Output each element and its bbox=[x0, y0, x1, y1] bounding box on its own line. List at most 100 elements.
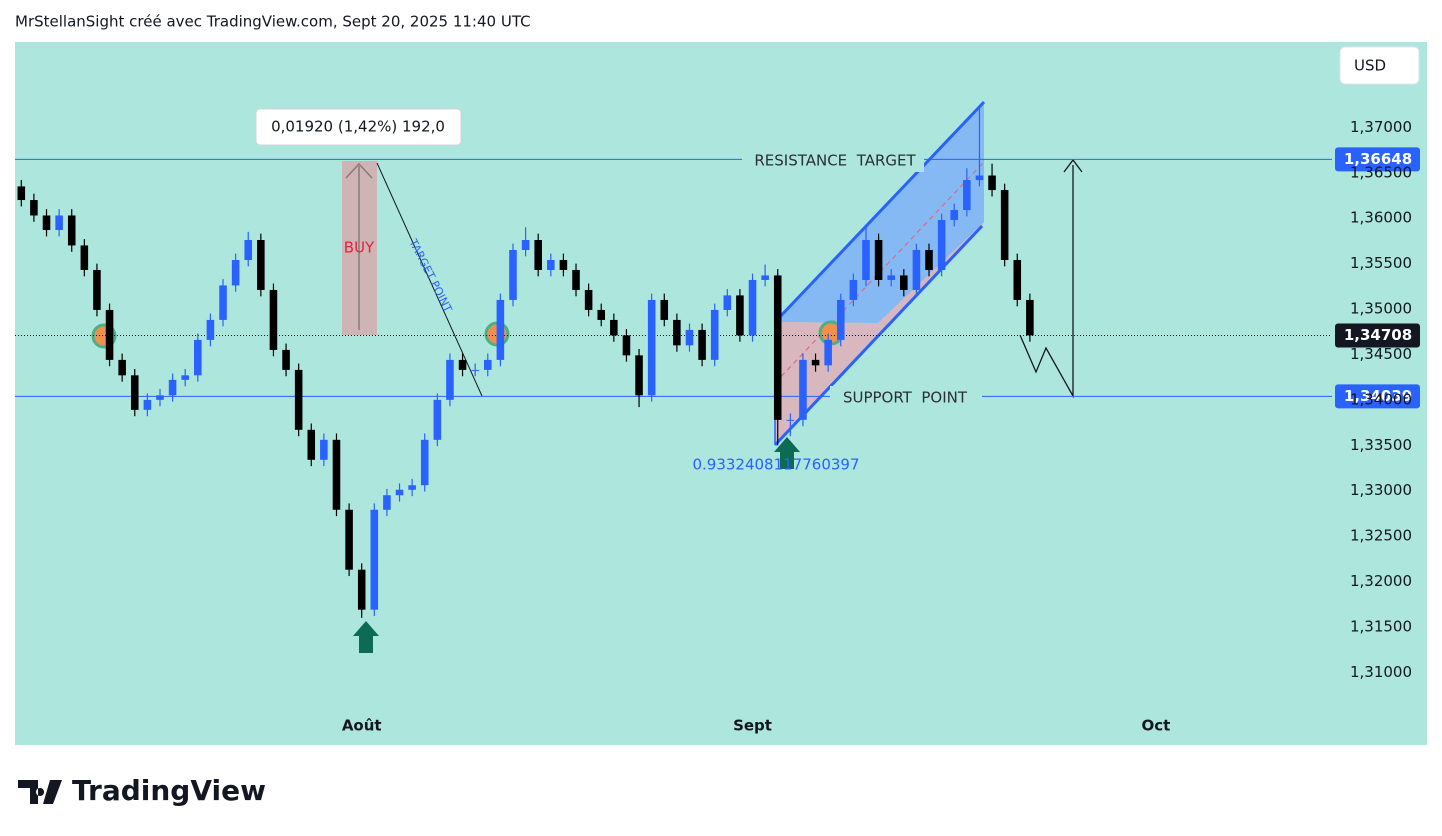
candle-body bbox=[1026, 299, 1034, 336]
candle-body bbox=[420, 439, 429, 486]
channel-mid bbox=[774, 162, 984, 384]
candle-body bbox=[723, 295, 732, 310]
candle-body bbox=[282, 349, 290, 370]
candle-body bbox=[622, 335, 631, 356]
candle-body bbox=[862, 240, 870, 280]
candle-body bbox=[105, 309, 114, 360]
y-tick-label: 1,33500 bbox=[1350, 436, 1412, 454]
candle-body bbox=[912, 249, 921, 290]
y-tick-label: 1,31500 bbox=[1350, 617, 1412, 635]
candle-body bbox=[874, 240, 883, 280]
candle-body bbox=[231, 259, 240, 286]
candle-body bbox=[786, 419, 795, 421]
candle-body bbox=[130, 375, 139, 410]
y-tick-label: 1,35000 bbox=[1350, 300, 1412, 318]
candle-body bbox=[660, 299, 669, 320]
fib-label: 0.9332408117760397 bbox=[692, 456, 859, 474]
resistance-label: RESISTANCE TARGET bbox=[754, 152, 916, 170]
candle-body bbox=[433, 399, 442, 440]
x-tick-label: Oct bbox=[1142, 717, 1171, 735]
candle-body bbox=[446, 359, 454, 400]
candle-body bbox=[610, 319, 618, 336]
candle-body bbox=[950, 210, 959, 221]
y-tick-label: 1,36000 bbox=[1350, 209, 1412, 227]
candle-body bbox=[370, 509, 379, 610]
candle-body bbox=[307, 429, 316, 460]
up-arrow bbox=[774, 437, 800, 469]
candle-body bbox=[597, 309, 606, 320]
y-tick-label: 1,33000 bbox=[1350, 481, 1412, 499]
candle-body bbox=[900, 275, 908, 290]
candle-body bbox=[219, 285, 227, 320]
y-tick-label: 1,32000 bbox=[1350, 572, 1412, 590]
levels bbox=[15, 158, 1332, 397]
candle-body bbox=[534, 240, 542, 270]
label-bg bbox=[742, 150, 924, 172]
y-tick-label: 1,31000 bbox=[1350, 663, 1412, 681]
currency-button[interactable] bbox=[1339, 46, 1420, 85]
candle-body bbox=[496, 299, 505, 360]
candle-body bbox=[584, 289, 593, 310]
candle-body bbox=[80, 245, 89, 270]
candle-body bbox=[471, 369, 479, 371]
up-arrow bbox=[353, 621, 379, 653]
target-line bbox=[376, 162, 483, 397]
candle-body bbox=[988, 175, 996, 191]
candle-body bbox=[143, 399, 152, 410]
currency: USD bbox=[1354, 57, 1386, 75]
candle-body bbox=[244, 240, 253, 260]
candle-body bbox=[685, 329, 694, 346]
buy-label: BUY bbox=[344, 239, 375, 257]
candle-body bbox=[345, 509, 353, 570]
candle-body bbox=[547, 259, 555, 270]
x-tick-label: Août bbox=[342, 717, 382, 735]
logo: TradingView bbox=[18, 774, 266, 807]
price-box bbox=[1335, 323, 1420, 348]
candle-body bbox=[673, 319, 681, 346]
support-label: SUPPORT POINT bbox=[843, 389, 968, 407]
candles bbox=[17, 105, 1034, 618]
y-tick-label: 1,37000 bbox=[1350, 118, 1412, 136]
candle-body bbox=[156, 395, 164, 400]
candle-body bbox=[710, 309, 719, 360]
candle-body bbox=[925, 249, 933, 270]
candle-body bbox=[269, 289, 278, 350]
candle-body bbox=[824, 339, 832, 366]
candle-body bbox=[647, 299, 656, 396]
candle-body bbox=[357, 569, 366, 610]
channel-top bbox=[773, 100, 986, 324]
candle-body bbox=[206, 319, 215, 340]
price-box-label: 1,36648 bbox=[1344, 150, 1412, 168]
candle-body bbox=[937, 220, 946, 270]
label-bg bbox=[830, 386, 982, 408]
x-tick-label: Sept bbox=[733, 717, 772, 735]
candle-body bbox=[55, 215, 63, 231]
price-box-label: 1,34039 bbox=[1344, 387, 1412, 405]
candle-body bbox=[521, 240, 530, 250]
price-box bbox=[1335, 147, 1420, 172]
candle-body bbox=[93, 269, 101, 310]
candle-body bbox=[483, 359, 492, 370]
candle-body bbox=[1000, 190, 1009, 260]
price-box bbox=[1335, 384, 1420, 409]
candle-body bbox=[773, 275, 782, 420]
candle-body bbox=[168, 379, 177, 396]
candle-body bbox=[42, 215, 51, 231]
projection bbox=[1019, 165, 1074, 399]
logo-text: TradingView bbox=[72, 774, 266, 807]
candle-body bbox=[458, 359, 467, 370]
candle-body bbox=[736, 295, 744, 336]
measure-arrowhead bbox=[345, 162, 373, 179]
candle-body bbox=[408, 485, 416, 490]
measure-label: 0,01920 (1,42%) 192,0 bbox=[271, 118, 445, 136]
logo-mark bbox=[18, 780, 62, 804]
y-tick-label: 1,35500 bbox=[1350, 254, 1412, 272]
header: MrStellanSight créé avec TradingView.com… bbox=[15, 13, 531, 31]
candle-body bbox=[194, 339, 202, 376]
y-tick-label: 1,34000 bbox=[1350, 390, 1412, 408]
price-box-label: 1,34708 bbox=[1344, 326, 1412, 344]
candle-body bbox=[181, 375, 189, 380]
candle-body bbox=[849, 279, 858, 300]
candle-body bbox=[332, 439, 341, 510]
